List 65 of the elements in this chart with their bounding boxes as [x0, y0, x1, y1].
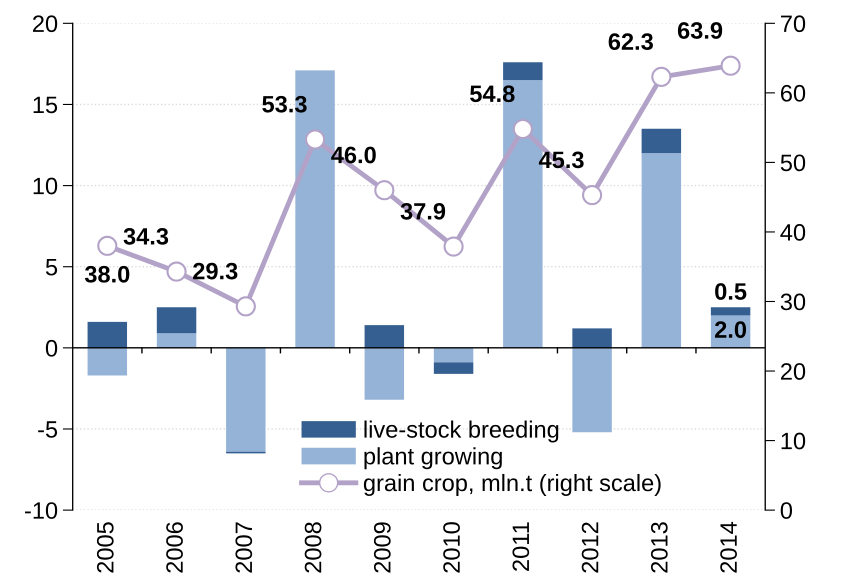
data-label: 62.3: [608, 33, 653, 50]
point: [166, 262, 187, 282]
y-tick-label: -10: [25, 502, 58, 519]
y2-tick-label: 30: [780, 294, 806, 310]
data-label: 63.9: [678, 22, 722, 39]
x-tick-label: 2014: [720, 522, 737, 573]
y-tick-label: 15: [34, 96, 58, 114]
bar: [503, 62, 543, 80]
data-label: 29.3: [193, 262, 238, 280]
bar: [572, 348, 612, 432]
y2-tick-label: 50: [780, 154, 806, 172]
bar: [434, 348, 474, 362]
bar: [642, 128, 682, 154]
bar: [434, 362, 474, 374]
x-tick-label: 2011: [512, 522, 530, 571]
data-label: 0.5: [715, 283, 746, 300]
data-label: 54.8: [470, 85, 515, 102]
data-label: 2.0: [715, 321, 746, 338]
bar: [156, 307, 196, 334]
bar: [88, 322, 128, 348]
bar: [642, 153, 682, 348]
y2-tick-label: 70: [781, 15, 806, 32]
point: [97, 236, 118, 256]
x-tick-label: 2010: [443, 522, 460, 573]
bar: [572, 328, 612, 348]
y-tick-label: -5: [38, 421, 58, 438]
y2-tick-label: 0: [780, 502, 792, 519]
data-label: 53.3: [262, 96, 307, 113]
point: [512, 118, 533, 140]
x-tick-label: 2006: [166, 522, 183, 573]
x-tick-label: 2009: [374, 522, 391, 573]
x-tick-label: 2012: [582, 522, 598, 573]
point: [374, 180, 394, 200]
x-tick-label: 2007: [235, 522, 252, 573]
point: [582, 185, 602, 206]
point: [236, 296, 256, 316]
y-tick-label: 0: [46, 340, 58, 357]
x-tick-label: 2013: [650, 522, 668, 573]
point: [651, 66, 672, 87]
x-tick-label: 2005: [96, 522, 114, 573]
bar: [364, 325, 404, 348]
point: [304, 129, 326, 150]
bar: [364, 348, 404, 400]
legend-label: plant growing: [364, 447, 502, 470]
y2-tick-label: 10: [782, 432, 806, 450]
bar: [226, 348, 266, 452]
data-label: 46.0: [331, 146, 376, 164]
data-label: 34.3: [124, 228, 168, 245]
legend-label: grain crop, mln.t (right scale): [364, 474, 661, 496]
y-tick-label: 20: [33, 15, 58, 32]
bar: [156, 333, 196, 348]
bar: [88, 348, 128, 376]
point: [720, 56, 741, 76]
y2-tick-label: 20: [780, 363, 806, 380]
x-tick-label: 2008: [304, 522, 322, 573]
data-label: 38.0: [84, 266, 130, 283]
data-label: 45.3: [538, 151, 584, 168]
y-tick-label: 5: [46, 259, 58, 276]
y2-tick-label: 60: [781, 84, 806, 102]
y2-tick-label: 40: [780, 224, 806, 241]
data-label: 37.9: [400, 202, 446, 220]
y-tick-label: 10: [34, 178, 58, 194]
bar: [710, 307, 750, 316]
point: [444, 236, 464, 257]
legend-label: live-stock breeding: [364, 420, 558, 442]
